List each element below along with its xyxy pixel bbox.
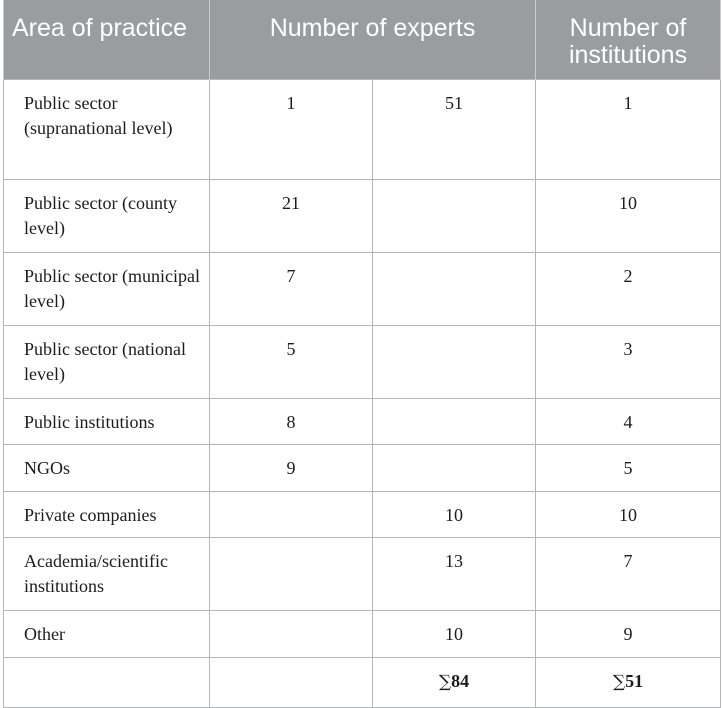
- institutions-cell: 4: [535, 397, 722, 445]
- table-row: Other 10 9: [3, 609, 722, 658]
- experts-cell: [209, 490, 373, 538]
- experts-total-cell: ∑84: [371, 656, 537, 708]
- area-cell: Public sector (municipal level): [3, 251, 210, 326]
- table-row: Public sector (municipal level) 7 2: [3, 251, 722, 326]
- experts-cell: 1: [209, 78, 373, 180]
- experts-cell: 5: [209, 324, 373, 399]
- experts-cell: 8: [209, 397, 373, 445]
- table-row: Academia/scientific institutions 13 7: [3, 536, 722, 611]
- area-cell: NGOs: [3, 443, 210, 492]
- table-row: Public sector (supranational level) 1 51…: [3, 78, 722, 180]
- area-cell: Private companies: [3, 490, 210, 538]
- institutions-cell: 2: [535, 251, 722, 326]
- experts-cell: 7: [209, 251, 373, 326]
- experts-group-cell: [371, 251, 537, 326]
- area-cell: Public sector (county level): [3, 178, 210, 253]
- experts-group-cell: [371, 397, 537, 445]
- institutions-cell: 10: [535, 490, 722, 538]
- experts-group-cell: 51: [371, 78, 537, 180]
- table-row: Public sector (national level) 5 3: [3, 324, 722, 399]
- experts-total-value: 84: [451, 670, 470, 691]
- area-cell: Academia/scientific institutions: [3, 536, 210, 611]
- experts-group-cell: [371, 443, 537, 492]
- data-table: Area of practice Number of experts Numbe…: [3, 0, 722, 708]
- experts-cell: [209, 536, 373, 611]
- experts-cell: 21: [209, 178, 373, 253]
- institutions-total-cell: ∑51: [535, 656, 722, 708]
- experts-group-cell: [371, 324, 537, 399]
- institutions-cell: 10: [535, 178, 722, 253]
- table-row: Public sector (county level) 21 10: [3, 178, 722, 253]
- area-cell: Public sector (supranational level): [3, 78, 210, 180]
- institutions-cell: 3: [535, 324, 722, 399]
- header-row: Area of practice Number of experts Numbe…: [3, 0, 722, 79]
- table-row: Public institutions 8 4: [3, 397, 722, 445]
- table-row: NGOs 9 5: [3, 443, 722, 492]
- totals-label-cell: [3, 656, 210, 708]
- experts-group-cell: 13: [371, 536, 537, 611]
- institutions-cell: 7: [535, 536, 722, 611]
- sum-symbol: ∑: [612, 671, 626, 692]
- area-cell: Public institutions: [3, 397, 210, 445]
- sum-symbol: ∑: [438, 671, 452, 692]
- area-cell: Other: [3, 609, 210, 658]
- experts-group-cell: [371, 178, 537, 253]
- totals-empty-cell: [209, 656, 373, 708]
- table-row: Private companies 10 10: [3, 490, 722, 538]
- experts-cell: 9: [209, 443, 373, 492]
- experts-cell: [209, 609, 373, 658]
- header-institutions: Number of institutions: [535, 0, 722, 79]
- institutions-cell: 9: [535, 609, 722, 658]
- totals-row: ∑84 ∑51: [3, 656, 722, 708]
- experts-group-cell: 10: [371, 490, 537, 538]
- header-experts: Number of experts: [208, 0, 537, 79]
- experts-group-cell: 10: [371, 609, 537, 658]
- area-cell: Public sector (national level): [3, 324, 210, 399]
- institutions-total-value: 51: [625, 670, 644, 691]
- header-area: Area of practice: [3, 0, 210, 79]
- institutions-cell: 5: [535, 443, 722, 492]
- institutions-cell: 1: [535, 78, 722, 180]
